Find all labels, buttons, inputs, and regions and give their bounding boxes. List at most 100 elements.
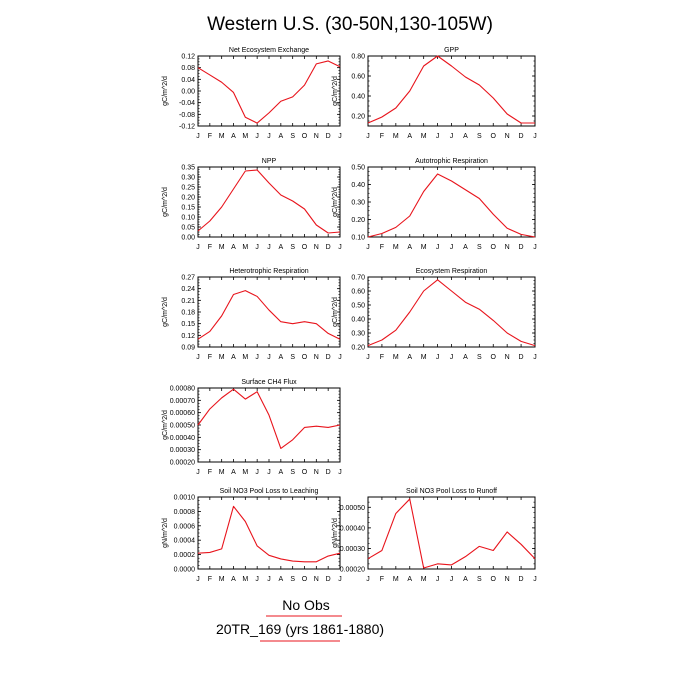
x-tick-label: J (533, 354, 537, 361)
x-tick-label: F (380, 354, 384, 361)
y-axis-label: gC/m^2/d (332, 76, 339, 106)
x-tick-label: F (208, 576, 212, 583)
x-tick-label: N (314, 469, 319, 476)
x-tick-label: J (338, 576, 342, 583)
x-tick-label: A (407, 576, 412, 583)
y-axis-label: gC/m^2/d (332, 297, 339, 327)
x-tick-label: A (278, 354, 283, 361)
x-tick-label: J (533, 244, 537, 251)
y-tick-label: 0.00060 (170, 410, 195, 417)
series-line (197, 505, 341, 563)
y-tick-label: 0.00 (181, 235, 195, 242)
series-line (197, 60, 341, 124)
panel-title: GPP (444, 47, 459, 54)
y-tick-label: 0.12 (181, 54, 195, 61)
x-tick-label: J (255, 244, 259, 251)
y-tick-label: 0.20 (351, 345, 365, 352)
panel-9: Soil NO3 Pool Loss to RunoffgN/m^2/d0.00… (332, 488, 537, 583)
x-tick-label: F (208, 354, 212, 361)
x-tick-label: S (477, 244, 482, 251)
x-tick-label: A (463, 244, 468, 251)
x-tick-label: M (219, 576, 225, 583)
x-tick-label: D (326, 133, 331, 140)
x-tick-label: A (407, 354, 412, 361)
x-tick-label: D (326, 354, 331, 361)
plot-frame (197, 276, 341, 348)
x-tick-label: J (196, 354, 200, 361)
x-tick-label: N (505, 244, 510, 251)
x-tick-label: S (290, 133, 295, 140)
plot-frame (197, 496, 341, 570)
x-tick-label: A (231, 576, 236, 583)
y-tick-label: 0.0006 (174, 523, 196, 530)
x-tick-label: M (242, 354, 248, 361)
x-tick-label: A (278, 576, 283, 583)
x-tick-label: A (407, 133, 412, 140)
x-tick-label: N (505, 354, 510, 361)
x-tick-label: J (196, 133, 200, 140)
y-tick-label: 0.70 (351, 275, 365, 282)
y-tick-label: 0.00050 (340, 505, 365, 512)
x-tick-label: J (436, 576, 440, 583)
y-tick-label: 0.08 (181, 65, 195, 72)
panel-3: NPP gC/m^2/d 0.35 0.30 0.25 0.20 0.15 0.10 0.05 0… (162, 158, 342, 251)
x-tick-label: O (491, 576, 497, 583)
panel-2: GPP gC/m^2/d 0.80 0.60 0.40 0.20 J F M A M J J A S O N D J (332, 47, 537, 140)
y-tick-label: 0.00080 (170, 386, 195, 393)
y-tick-label: 0.30 (351, 200, 365, 207)
y-tick-label: 0.00020 (170, 460, 195, 467)
x-tick-label: D (519, 354, 524, 361)
y-tick-label: 0.12 (181, 333, 195, 340)
x-tick-label: M (421, 354, 427, 361)
panel-6: Ecosystem Respiration gC/m^2/d 0.70 0.60 0.5… (332, 268, 537, 361)
x-tick-label: M (219, 354, 225, 361)
x-tick-label: O (491, 354, 497, 361)
x-tick-label: O (302, 469, 308, 476)
panel-5: Heterotrophic Respiration gC/m^2/d 0.27 0.2… (162, 268, 342, 361)
x-tick-label: S (477, 576, 482, 583)
panel-title: Surface CH4 Flux (241, 379, 297, 386)
x-tick-label: J (267, 576, 271, 583)
y-tick-label: 0.18 (181, 310, 195, 317)
x-tick-label: M (393, 576, 399, 583)
y-tick-label: -0.04 (179, 100, 195, 107)
x-tick-label: M (393, 354, 399, 361)
x-tick-label: J (366, 354, 370, 361)
x-tick-label: S (290, 244, 295, 251)
x-tick-label: J (267, 469, 271, 476)
x-tick-label: O (302, 244, 308, 251)
y-tick-label: 0.30 (181, 175, 195, 182)
x-tick-label: D (519, 133, 524, 140)
x-tick-label: J (533, 133, 537, 140)
y-tick-label: 0.0008 (174, 509, 196, 516)
x-tick-label: M (242, 133, 248, 140)
y-axis-label: gC/m^2/d (162, 410, 169, 440)
panel-title: Soil NO3 Pool Loss to Leaching (220, 488, 319, 495)
y-tick-label: 0.27 (181, 275, 195, 282)
y-tick-label: 0.10 (351, 235, 365, 242)
y-tick-label: 0.35 (181, 165, 195, 172)
x-tick-label: M (219, 469, 225, 476)
x-tick-label: A (278, 133, 283, 140)
y-tick-label: 0.50 (351, 303, 365, 310)
y-tick-label: 0.09 (181, 345, 195, 352)
x-tick-label: J (366, 576, 370, 583)
x-tick-label: D (326, 244, 331, 251)
y-tick-label: 0.0010 (174, 495, 196, 502)
x-tick-label: M (421, 133, 427, 140)
x-tick-label: J (436, 133, 440, 140)
y-tick-label: 0.10 (181, 215, 195, 222)
x-tick-label: J (255, 576, 259, 583)
plot-frame (197, 55, 341, 127)
y-tick-label: 0.00030 (340, 546, 365, 553)
x-tick-label: J (450, 354, 454, 361)
panel-7: Surface CH4 Flux gC/m^2/d 0.00080 0.00070 0.… (162, 379, 342, 476)
legend-label-obs: No Obs (282, 597, 329, 613)
y-tick-label: 0.00030 (170, 447, 195, 454)
x-tick-label: F (380, 576, 384, 583)
x-tick-label: D (326, 469, 331, 476)
plot-frame (197, 387, 341, 463)
legend-label-model: 20TR_169 (yrs 1861-1880) (216, 621, 384, 637)
x-tick-label: M (219, 133, 225, 140)
panel-title: Autotrophic Respiration (415, 158, 488, 165)
